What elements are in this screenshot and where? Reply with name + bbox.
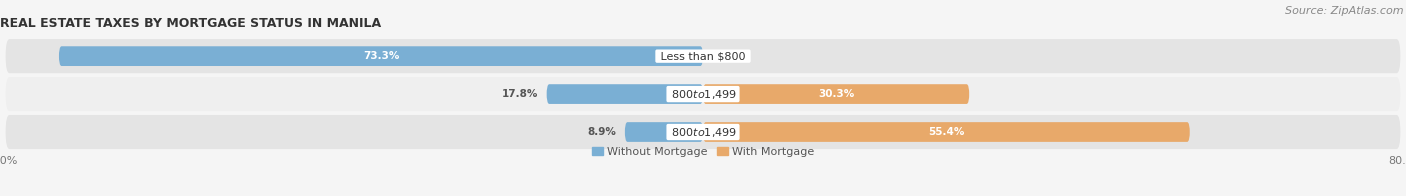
FancyBboxPatch shape (6, 39, 1400, 73)
Text: REAL ESTATE TAXES BY MORTGAGE STATUS IN MANILA: REAL ESTATE TAXES BY MORTGAGE STATUS IN … (0, 17, 381, 30)
Text: 55.4%: 55.4% (928, 127, 965, 137)
FancyBboxPatch shape (624, 122, 703, 142)
FancyBboxPatch shape (6, 115, 1400, 149)
FancyBboxPatch shape (6, 77, 1400, 111)
Text: 30.3%: 30.3% (818, 89, 855, 99)
FancyBboxPatch shape (547, 84, 703, 104)
Text: 8.9%: 8.9% (588, 127, 616, 137)
Text: Source: ZipAtlas.com: Source: ZipAtlas.com (1285, 6, 1403, 16)
Text: $800 to $1,499: $800 to $1,499 (668, 125, 738, 139)
Text: Less than $800: Less than $800 (657, 51, 749, 61)
Text: $800 to $1,499: $800 to $1,499 (668, 88, 738, 101)
Text: 73.3%: 73.3% (363, 51, 399, 61)
Legend: Without Mortgage, With Mortgage: Without Mortgage, With Mortgage (588, 142, 818, 162)
FancyBboxPatch shape (59, 46, 703, 66)
FancyBboxPatch shape (703, 122, 1189, 142)
Text: 0.0%: 0.0% (711, 51, 741, 61)
FancyBboxPatch shape (703, 84, 969, 104)
Text: 17.8%: 17.8% (502, 89, 537, 99)
